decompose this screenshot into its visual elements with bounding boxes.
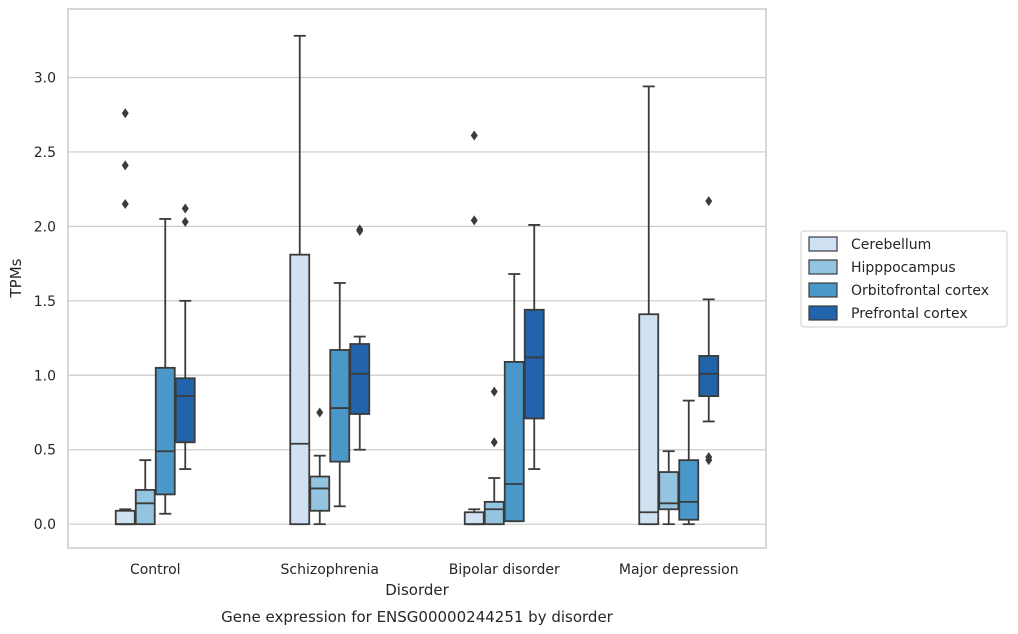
box-cerebellum-0: [114, 108, 136, 526]
legend-label: Cerebellum: [851, 237, 931, 253]
legend-swatch: [808, 236, 838, 252]
plot-boxes: [114, 34, 720, 526]
box-orbitofrontal-cortex-3: [678, 399, 700, 526]
box-iqr: [698, 355, 720, 398]
box-prefrontal-cortex-3: [698, 196, 720, 466]
y-tick-label: 3.0: [34, 70, 56, 86]
box-iqr: [523, 308, 545, 420]
x-tick-label: Bipolar disorder: [449, 562, 560, 578]
box-orbitofrontal-cortex-1: [329, 282, 351, 508]
box-iqr: [483, 500, 505, 526]
box-iqr: [503, 360, 525, 523]
outlier-point: [705, 196, 713, 207]
outlier-point: [121, 199, 129, 210]
box-iqr: [463, 511, 485, 526]
y-axis-label: TPMs: [7, 258, 25, 298]
box-prefrontal-cortex-2: [523, 223, 545, 470]
legend-swatch: [808, 282, 838, 298]
outlier-point: [316, 407, 324, 418]
box-iqr: [289, 253, 311, 526]
box-iqr: [329, 349, 351, 463]
legend-swatch: [808, 259, 838, 275]
legend: Cerebellum Hipppocampus Orbitofrontal cort…: [800, 230, 1008, 328]
legend-label: Hipppocampus: [851, 260, 956, 276]
box-iqr: [309, 475, 331, 512]
outlier-point: [490, 437, 498, 448]
y-tick-label: 0.0: [34, 517, 56, 533]
legend-swatch: [808, 305, 838, 321]
legend-label: Orbitofrontal cortex: [851, 283, 989, 299]
legend-label: Prefrontal cortex: [851, 306, 968, 322]
legend-frame: [800, 230, 1008, 328]
outlier-point: [121, 108, 129, 119]
plot-frame: [67, 8, 767, 549]
box-iqr: [154, 366, 176, 496]
x-tick-labels: Control Schizophrenia Bipolar disorder Majo…: [130, 562, 739, 578]
box-iqr: [678, 459, 700, 521]
y-tick-labels: 0.0 0.5 1.0 1.5 2.0 2.5 3.0: [34, 70, 56, 533]
outlier-point: [181, 203, 189, 214]
outlier-point: [356, 224, 364, 235]
box-hipppocampus-1: [309, 407, 331, 526]
y-tick-label: 2.5: [34, 145, 56, 161]
box-iqr: [658, 471, 680, 511]
box-hipppocampus-2: [483, 386, 505, 526]
box-prefrontal-cortex-1: [349, 224, 371, 451]
x-tick-label: Schizophrenia: [281, 562, 379, 578]
outlier-point: [490, 386, 498, 397]
x-tick-label: Control: [130, 562, 181, 578]
box-iqr: [114, 509, 136, 526]
box-prefrontal-cortex-0: [174, 203, 196, 470]
box-iqr: [174, 377, 196, 444]
x-tick-label: Major depression: [619, 562, 739, 578]
box-cerebellum-2: [463, 130, 485, 526]
outlier-point: [181, 216, 189, 227]
box-cerebellum-3: [638, 85, 660, 526]
box-orbitofrontal-cortex-2: [503, 273, 525, 523]
y-tick-label: 2.0: [34, 219, 56, 235]
box-orbitofrontal-cortex-0: [154, 218, 176, 515]
box-iqr: [349, 343, 371, 415]
x-axis-label: Disorder: [385, 581, 449, 599]
y-tick-label: 1.0: [34, 368, 56, 384]
box-cerebellum-1: [289, 34, 311, 526]
box-iqr: [638, 313, 660, 526]
box-hipppocampus-3: [658, 450, 680, 526]
chart-caption: Gene expression for ENSG00000244251 by d…: [221, 608, 614, 626]
outlier-point: [470, 130, 478, 141]
box-iqr: [134, 489, 156, 526]
y-tick-label: 0.5: [34, 443, 56, 459]
box-hipppocampus-0: [134, 459, 156, 526]
y-tick-label: 1.5: [34, 294, 56, 310]
outlier-point: [705, 452, 713, 463]
outlier-point: [470, 215, 478, 226]
outlier-point: [121, 160, 129, 171]
